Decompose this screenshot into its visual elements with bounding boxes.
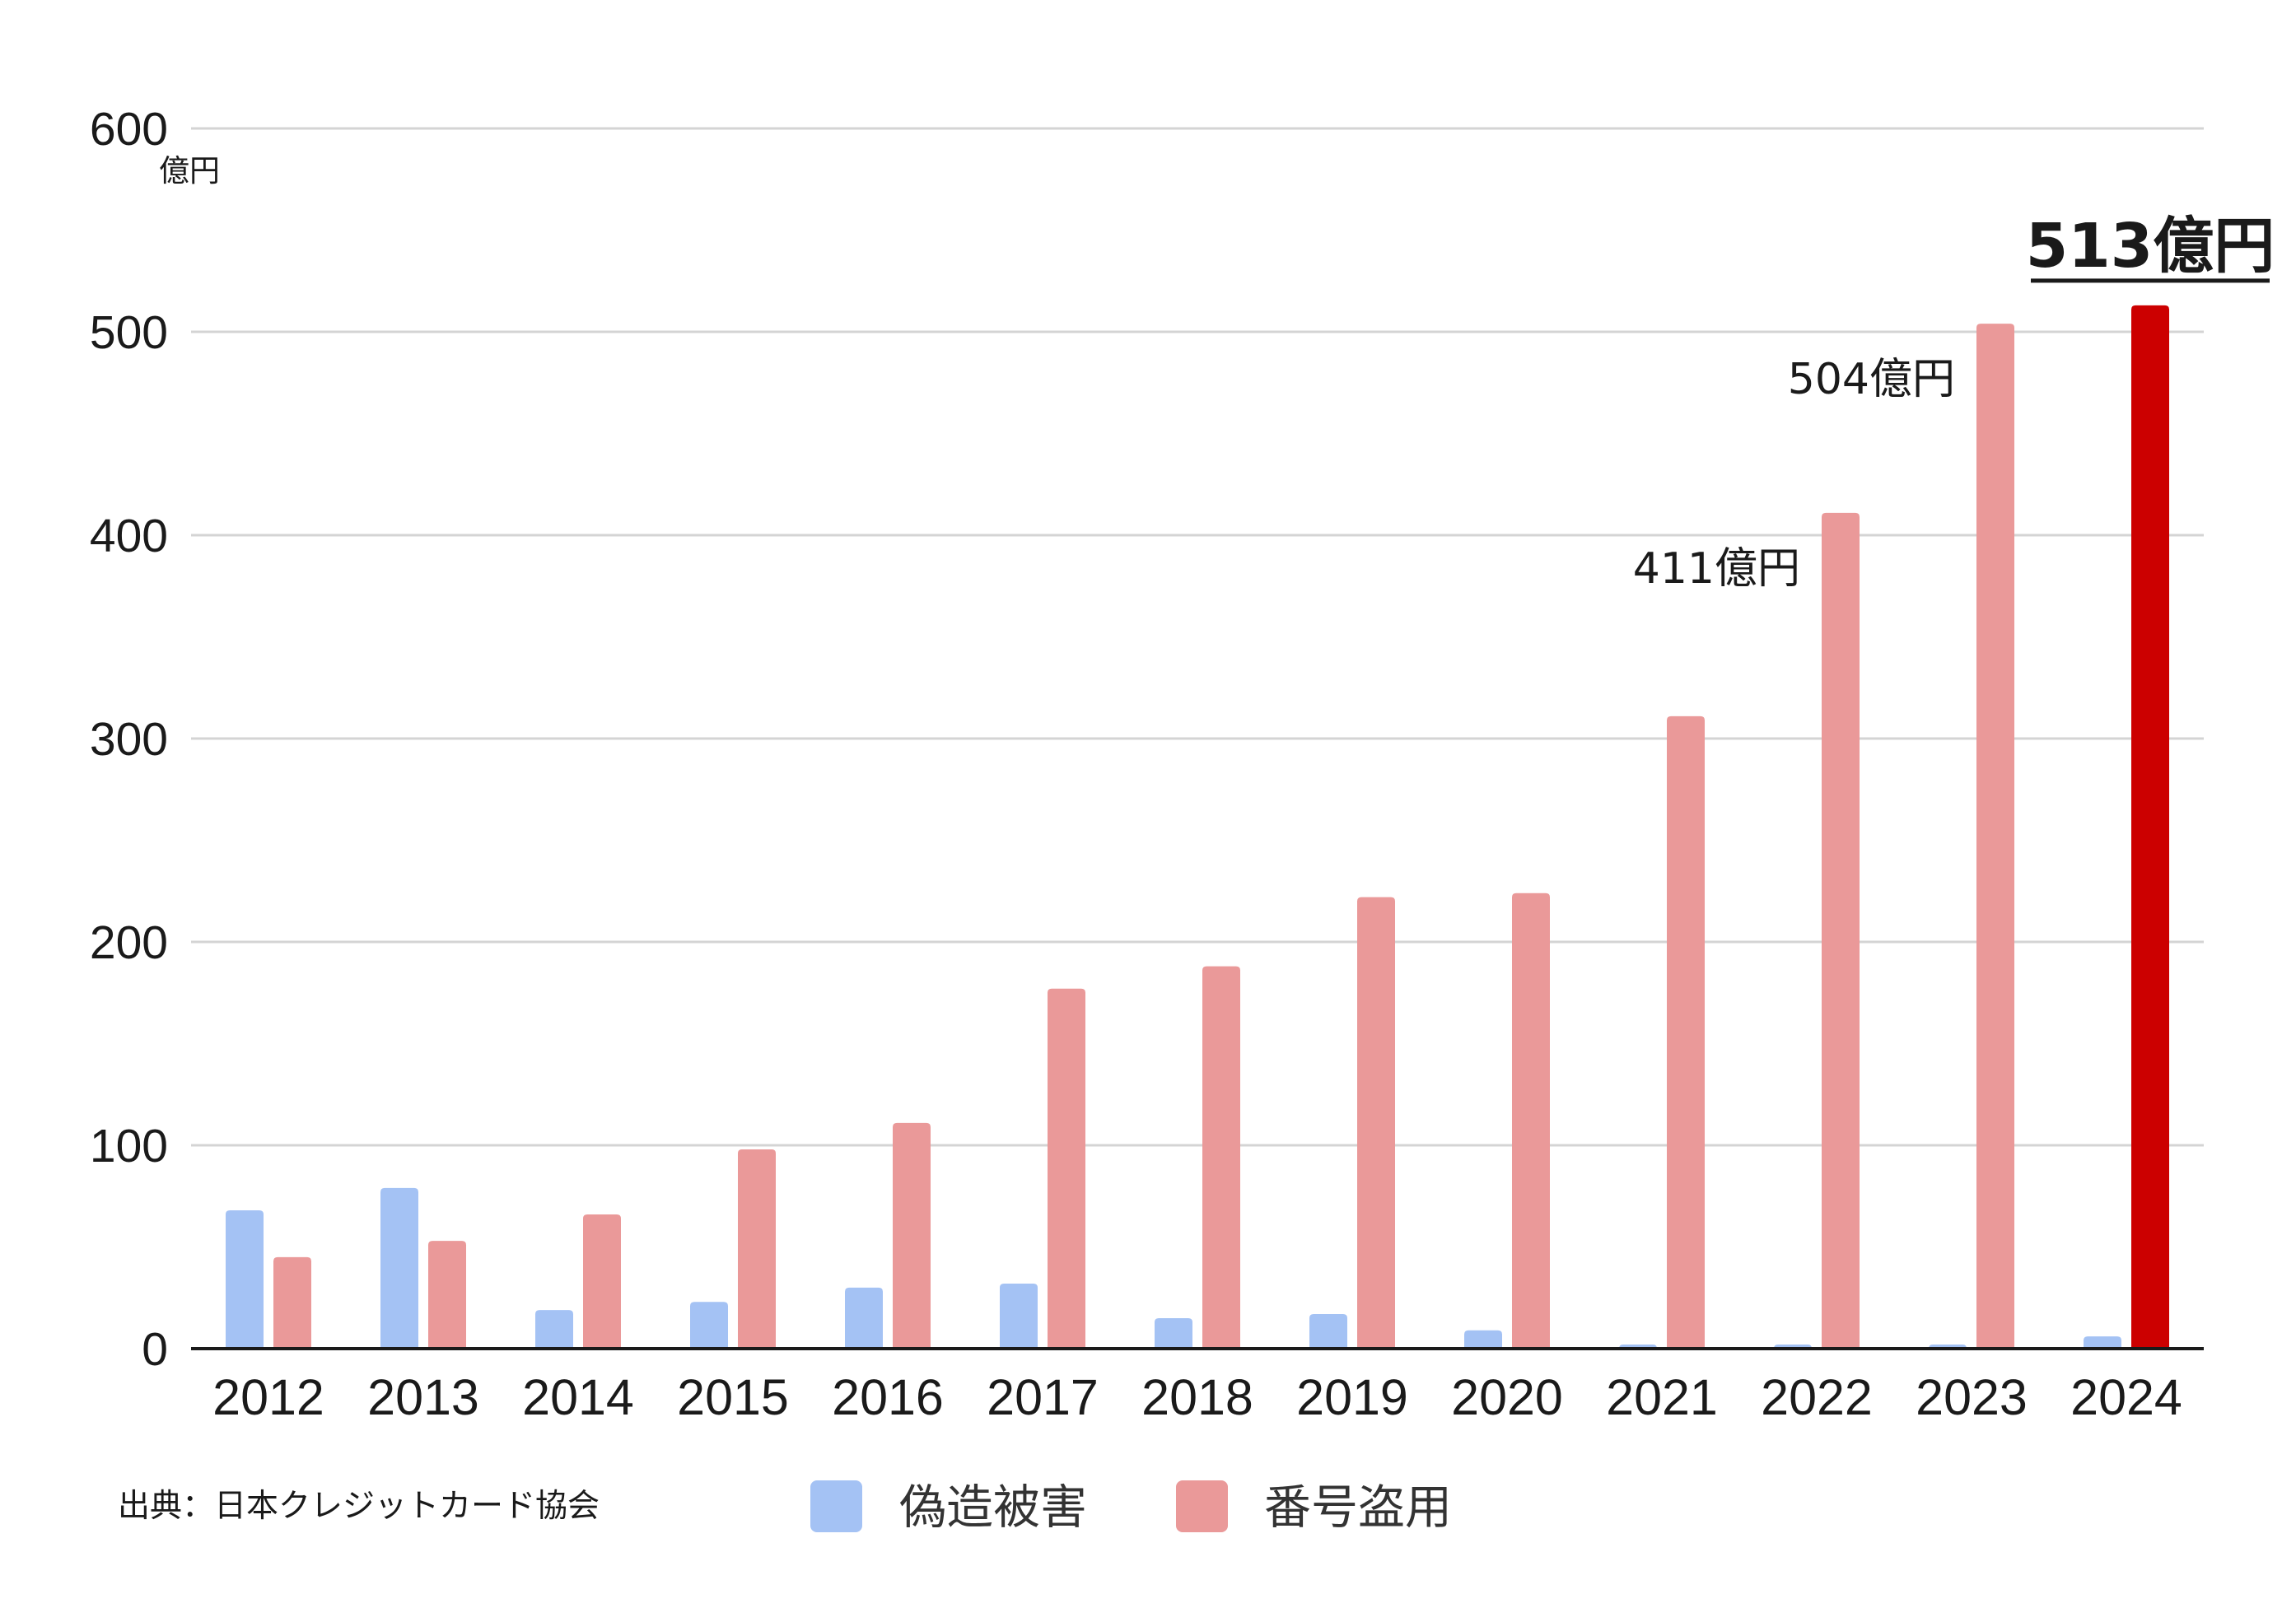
x-tick-label: 2015 bbox=[677, 1369, 789, 1425]
x-tick-label: 2012 bbox=[212, 1369, 324, 1425]
bar-number-theft-2017 bbox=[1048, 988, 1085, 1349]
y-tick-label: 300 bbox=[90, 713, 168, 766]
source-note: 出典：日本クレジットカード協会 bbox=[118, 1488, 600, 1525]
bar-number-theft-2016 bbox=[893, 1122, 931, 1349]
annotation-2022: 411億円 bbox=[1633, 544, 1800, 594]
bar-counterfeit-2019 bbox=[1309, 1314, 1347, 1349]
bar-number-theft-2022 bbox=[1822, 512, 1860, 1349]
y-tick-label: 400 bbox=[90, 510, 168, 562]
x-tick-label: 2018 bbox=[1141, 1369, 1253, 1425]
bar-counterfeit-2024 bbox=[2084, 1336, 2121, 1349]
bar-number-theft-2014 bbox=[583, 1214, 621, 1349]
annotation-2024: 513億円 bbox=[2026, 211, 2275, 282]
y-tick-label: 600 bbox=[90, 103, 168, 156]
bar-counterfeit-2020 bbox=[1464, 1330, 1502, 1349]
x-tick-label: 2013 bbox=[367, 1369, 479, 1425]
bar-counterfeit-2018 bbox=[1155, 1317, 1192, 1349]
legend-label-0: 偽造被害 bbox=[899, 1480, 1087, 1535]
bar-number-theft-2015 bbox=[738, 1149, 776, 1349]
bar-number-theft-2024 bbox=[2131, 305, 2169, 1349]
y-tick-label: 500 bbox=[90, 306, 168, 359]
legend-swatch-1 bbox=[1176, 1480, 1228, 1532]
bar-number-theft-2018 bbox=[1202, 966, 1240, 1349]
bar-counterfeit-2013 bbox=[380, 1187, 418, 1349]
bar-counterfeit-2015 bbox=[690, 1302, 728, 1349]
y-unit-label: 億円 bbox=[159, 154, 220, 188]
bar-counterfeit-2016 bbox=[845, 1287, 883, 1349]
bar-counterfeit-2014 bbox=[535, 1310, 573, 1349]
bar-number-theft-2019 bbox=[1357, 897, 1395, 1349]
y-tick-label: 100 bbox=[90, 1120, 168, 1172]
annotations: 411億円 504億円 513億円 bbox=[1633, 211, 2275, 594]
y-axis-ticks: 0 100 200 300 400 500 600 bbox=[90, 103, 168, 1376]
bar-counterfeit-2017 bbox=[1000, 1283, 1038, 1349]
legend-swatch-0 bbox=[810, 1480, 862, 1532]
x-tick-label: 2016 bbox=[832, 1369, 944, 1425]
bar-number-theft-2020 bbox=[1512, 893, 1550, 1349]
x-tick-label: 2017 bbox=[987, 1369, 1099, 1425]
bar-number-theft-2012 bbox=[273, 1256, 311, 1349]
x-tick-label: 2021 bbox=[1606, 1369, 1718, 1425]
x-axis-ticks: 2012 2013 2014 2015 2016 2017 2018 2019 2020 2021… bbox=[212, 1369, 2182, 1425]
bars bbox=[226, 305, 2169, 1349]
x-tick-label: 2020 bbox=[1451, 1369, 1563, 1425]
bar-number-theft-2013 bbox=[428, 1241, 466, 1349]
x-tick-label: 2019 bbox=[1296, 1369, 1408, 1425]
y-tick-label: 200 bbox=[90, 916, 168, 969]
annotation-2023: 504億円 bbox=[1788, 355, 1955, 404]
x-tick-label: 2024 bbox=[2070, 1369, 2182, 1425]
bar-counterfeit-2012 bbox=[226, 1210, 264, 1349]
x-tick-label: 2014 bbox=[522, 1369, 634, 1425]
x-tick-label: 2022 bbox=[1761, 1369, 1873, 1425]
gridlines bbox=[191, 127, 2204, 1147]
legend: 偽造被害 番号盗用 bbox=[810, 1480, 1452, 1535]
bar-number-theft-2023 bbox=[1976, 324, 2014, 1349]
legend-label-1: 番号盗用 bbox=[1264, 1480, 1452, 1535]
x-tick-label: 2023 bbox=[1916, 1369, 2028, 1425]
bar-number-theft-2021 bbox=[1667, 715, 1705, 1349]
y-tick-label: 0 bbox=[142, 1323, 168, 1376]
